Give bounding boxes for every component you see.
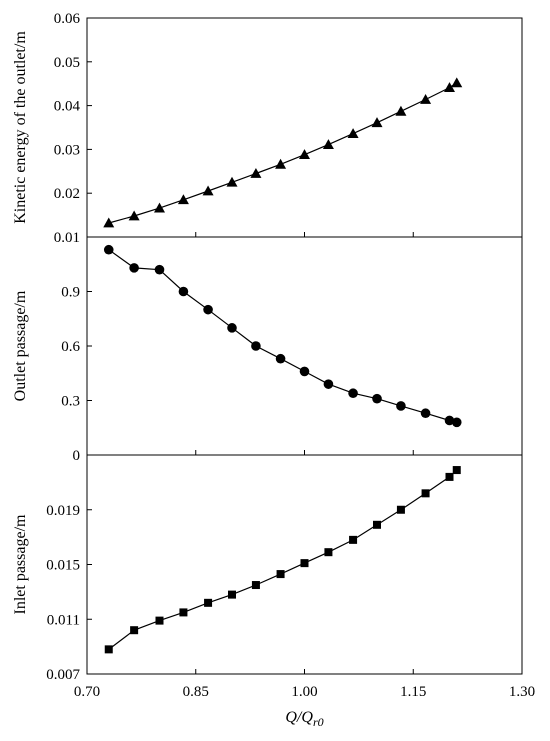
triangle-marker (154, 202, 165, 213)
panel-2: 0 0.3 0.6 0.9 Outlet passage/m (12, 236, 523, 464)
series-line (108, 249, 457, 423)
square-marker (324, 548, 333, 557)
y-tick-label: 0.6 (61, 339, 80, 355)
x-tick-label: 1.00 (291, 684, 317, 700)
triangle-marker (177, 194, 189, 205)
triangle-marker (202, 185, 214, 196)
y-axis-label: Inlet passage/m (12, 514, 29, 615)
x-tick-label: 1.30 (509, 684, 535, 700)
y-tick-label: 0.04 (54, 99, 81, 115)
square-marker (349, 535, 358, 544)
square-marker (276, 570, 285, 579)
y-tick-label: 0.02 (54, 186, 80, 202)
y-axis-label: Outlet passage/m (12, 290, 29, 401)
circle-marker (251, 341, 261, 351)
circle-marker (444, 415, 455, 426)
y-tick-label: 0.05 (54, 55, 80, 71)
triangle-marker (250, 167, 262, 178)
square-marker (155, 616, 164, 625)
square-marker (452, 466, 461, 475)
y-axis-label: Kinetic energy of the outlet/m (12, 31, 29, 224)
circle-marker (396, 401, 406, 411)
x-tick-label: 0.70 (74, 684, 100, 700)
y-tick-label: 0.019 (46, 503, 80, 519)
square-marker (373, 520, 381, 529)
circle-marker (227, 323, 237, 333)
triangle-marker (451, 77, 463, 88)
y-tick-label: 0.06 (54, 11, 81, 27)
triangle-marker (420, 93, 432, 104)
circle-marker (203, 304, 213, 315)
triangle-marker (226, 176, 238, 187)
square-marker (104, 645, 113, 654)
square-marker (445, 472, 454, 481)
y-tick-label: 0 (73, 448, 81, 464)
circle-marker (275, 353, 286, 364)
panel-3: 0.007 0.011 0.015 0.019 Inlet passage/m (12, 454, 523, 683)
triangle-marker (103, 217, 115, 228)
x-axis-label-subscript: r0 (313, 715, 324, 729)
circle-marker (323, 379, 334, 389)
square-marker (130, 626, 139, 635)
circle-marker (420, 408, 431, 419)
triangle-marker (371, 117, 383, 128)
x-axis-label-main: Q/Q (285, 709, 313, 726)
y-tick-label: 0.007 (46, 667, 80, 683)
series-line (108, 469, 458, 650)
y-tick-label: 0.011 (47, 612, 80, 628)
circle-marker (299, 366, 310, 377)
square-marker (251, 581, 260, 590)
x-tick-label: 1.15 (400, 684, 426, 700)
triangle-marker (347, 128, 359, 139)
square-marker (421, 489, 430, 498)
triangle-marker (395, 105, 407, 116)
y-tick-label: 0.3 (61, 394, 80, 410)
y-tick-label: 0.01 (54, 230, 80, 246)
triangle-marker (275, 158, 287, 169)
circle-marker (372, 393, 382, 404)
square-marker (179, 608, 188, 617)
plot-frame (86, 17, 523, 238)
y-tick-label: 0.015 (46, 558, 80, 574)
x-tick-label: 0.85 (183, 684, 209, 700)
square-marker (396, 505, 405, 514)
circle-marker (103, 244, 114, 255)
panel-1: 0.01 0.02 0.03 0.04 0.05 0.06 Kinetic energy o… (12, 11, 523, 246)
circle-marker (129, 263, 139, 273)
circle-marker (178, 286, 189, 297)
y-tick-label: 0.9 (61, 285, 80, 301)
triangle-marker (322, 139, 334, 149)
triangle-marker (128, 210, 140, 221)
circle-marker (348, 388, 358, 399)
y-tick-label: 0.03 (54, 142, 80, 158)
x-axis-label: Q/Qr0 (285, 709, 323, 729)
series-line (108, 82, 458, 224)
triangle-marker (299, 149, 310, 160)
square-marker (300, 559, 309, 568)
triangle-marker (444, 82, 455, 93)
circle-marker (154, 264, 165, 275)
circle-marker (451, 417, 462, 428)
square-marker (204, 598, 213, 607)
square-marker (228, 590, 236, 599)
